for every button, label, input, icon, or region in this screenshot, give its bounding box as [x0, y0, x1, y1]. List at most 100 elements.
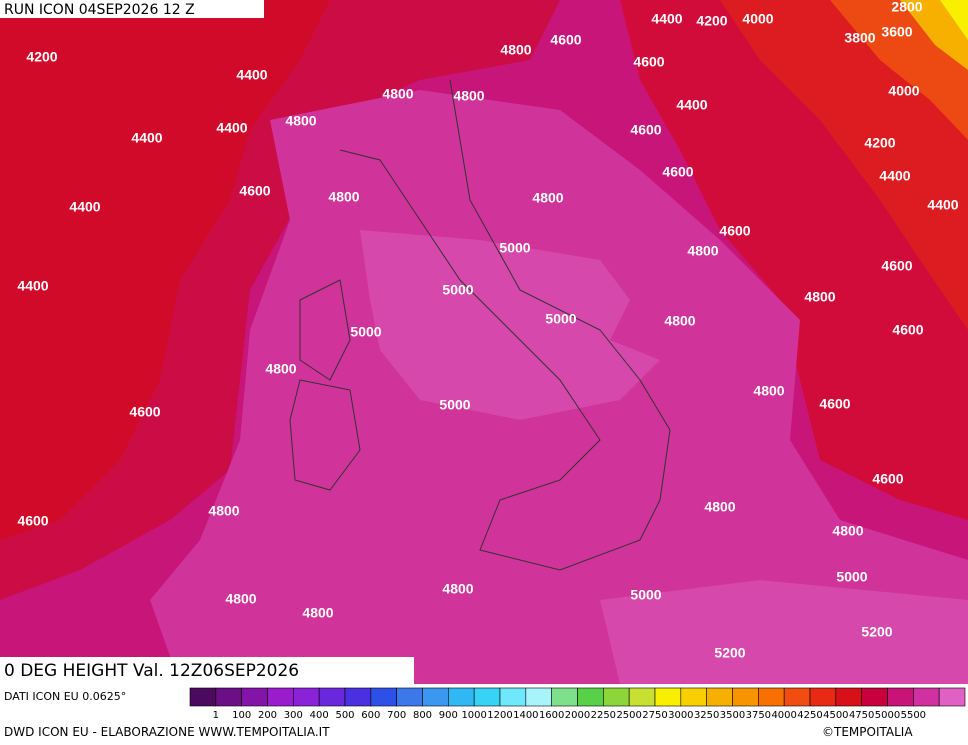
copyright-label: ©TEMPOITALIA: [822, 725, 913, 739]
legend-swatch: [344, 687, 372, 707]
contour-label: 4400: [216, 120, 247, 136]
contour-label: 4200: [864, 135, 895, 151]
legend-swatch: [577, 687, 604, 707]
legend-swatch: [938, 687, 966, 707]
contour-label: 4600: [662, 164, 693, 180]
legend-label: 3250: [694, 710, 719, 721]
credit-label: DWD ICON EU - ELABORAZIONE WWW.TEMPOITAL…: [4, 725, 330, 739]
contour-label: 4600: [881, 258, 912, 274]
contour-label: 5200: [714, 645, 745, 661]
contour-label: 4600: [892, 322, 923, 338]
zone: [900, 0, 968, 70]
legend-swatch: [422, 687, 449, 707]
title-box: [0, 657, 414, 684]
contour-label: 4800: [265, 361, 296, 377]
zone: [360, 230, 660, 420]
legend-label: 4500: [823, 710, 848, 721]
legend-label: 200: [258, 710, 277, 721]
contour-label: 5000: [439, 397, 470, 413]
contour-label: 4200: [26, 49, 57, 65]
contour-label: 2800: [891, 0, 922, 15]
legend-label: 5000: [875, 710, 900, 721]
zone: [0, 0, 330, 540]
contour-label: 4800: [532, 190, 563, 206]
legend-label: 4000: [771, 710, 796, 721]
contour-label: 4400: [236, 67, 267, 83]
contour-label: 4400: [927, 197, 958, 213]
contour-label: 5000: [630, 587, 661, 603]
legend-swatch: [628, 687, 656, 707]
contour-label: 4800: [328, 189, 359, 205]
legend-label: 4750: [849, 710, 874, 721]
zone: [600, 580, 968, 684]
legend-swatch: [835, 687, 862, 707]
contour-label: 4800: [500, 42, 531, 58]
contour-label: 4400: [69, 199, 100, 215]
legend-label: 100: [232, 710, 251, 721]
legend-label: 5500: [901, 710, 926, 721]
contour-label: 4600: [550, 32, 581, 48]
legend-label: 2500: [616, 710, 641, 721]
map-title: 0 DEG HEIGHT Val. 12Z06SEP2026: [4, 661, 299, 681]
contour-label: 5000: [442, 282, 473, 298]
legend-swatch: [758, 687, 785, 707]
contour-label: 5000: [836, 569, 867, 585]
contour-label: 3800: [844, 30, 875, 46]
legend-label: 2000: [565, 710, 590, 721]
contour-label: 4800: [704, 499, 735, 515]
contour-label: 4200: [696, 13, 727, 29]
header-box: [0, 0, 264, 18]
legend-label: 4250: [797, 710, 822, 721]
legend-swatch: [448, 687, 475, 707]
contour-label: 4000: [742, 11, 773, 27]
coastline: [339, 79, 671, 571]
zone: [940, 0, 968, 40]
legend-swatch: [732, 687, 759, 707]
legend-swatch: [318, 687, 346, 707]
contour-label: 4600: [872, 471, 903, 487]
legend-label: 1600: [539, 710, 564, 721]
legend-label: 700: [387, 710, 406, 721]
legend-swatch: [603, 687, 630, 707]
legend-label: 2250: [591, 710, 616, 721]
legend-label: 1: [213, 710, 219, 721]
legend-swatch: [654, 687, 682, 707]
legend-swatch: [525, 687, 552, 707]
contour-label: 4800: [832, 523, 863, 539]
legend-label: 1000: [461, 710, 486, 721]
legend-swatch: [913, 687, 940, 707]
contour-label: 4800: [285, 113, 316, 129]
contour-label: 4400: [651, 11, 682, 27]
legend-swatch: [861, 687, 888, 707]
legend-swatch: [499, 687, 527, 707]
contour-label: 4800: [804, 289, 835, 305]
legend-swatch: [887, 687, 914, 707]
contour-label: 4600: [633, 54, 664, 70]
contour-label: 4800: [442, 581, 473, 597]
source-label: DATI ICON EU 0.0625°: [4, 690, 126, 703]
contour-label: 5200: [861, 624, 892, 640]
run-label: RUN ICON 04SEP2026 12 Z: [4, 2, 195, 18]
legend-label: 500: [335, 710, 354, 721]
contour-label: 4800: [208, 503, 239, 519]
contour-label: 4400: [131, 130, 162, 146]
legend-swatch: [809, 687, 837, 707]
contour-label: 4800: [382, 86, 413, 102]
contour-label: 4400: [879, 168, 910, 184]
legend-label: 800: [413, 710, 432, 721]
contour-label: 4800: [225, 591, 256, 607]
contour-label: 4800: [753, 383, 784, 399]
coastline: [289, 279, 361, 491]
legend-label: 1200: [487, 710, 512, 721]
contour-label: 5000: [499, 240, 530, 256]
legend-swatch: [396, 687, 423, 707]
legend-swatch: [293, 687, 320, 707]
contour-label: 4800: [664, 313, 695, 329]
legend-label: 400: [310, 710, 329, 721]
legend-label: 3750: [746, 710, 771, 721]
legend-label: 3500: [720, 710, 745, 721]
legend-swatch: [706, 687, 733, 707]
contour-label: 4400: [17, 278, 48, 294]
